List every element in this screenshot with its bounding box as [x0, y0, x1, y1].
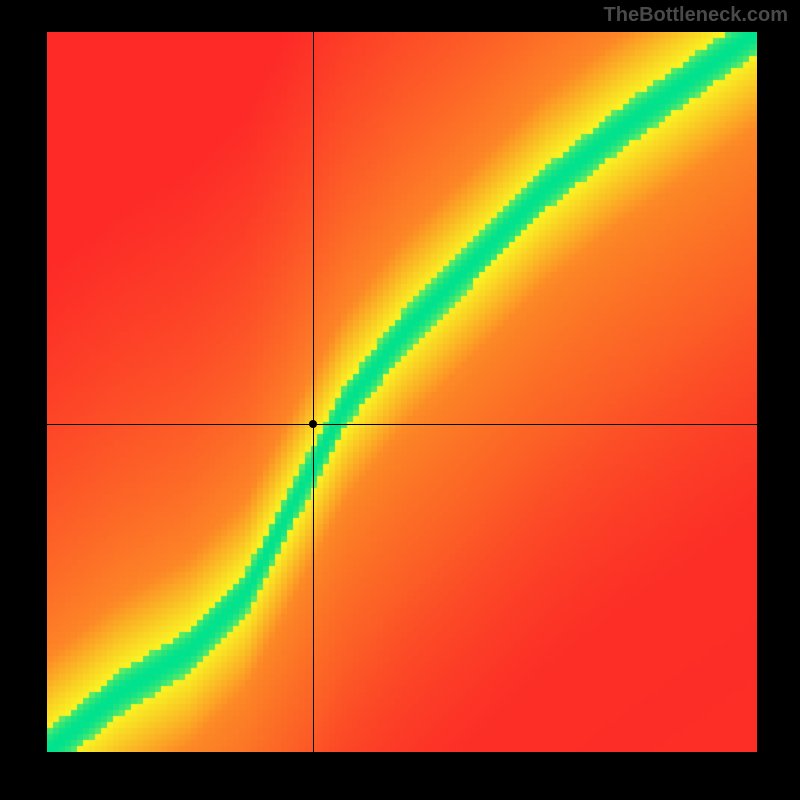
- crosshair-marker: [309, 420, 317, 428]
- bottleneck-heatmap: [47, 32, 757, 752]
- watermark-text: TheBottleneck.com: [604, 4, 788, 27]
- chart-container: [47, 32, 757, 752]
- crosshair-vertical: [313, 32, 314, 752]
- crosshair-horizontal: [47, 424, 757, 425]
